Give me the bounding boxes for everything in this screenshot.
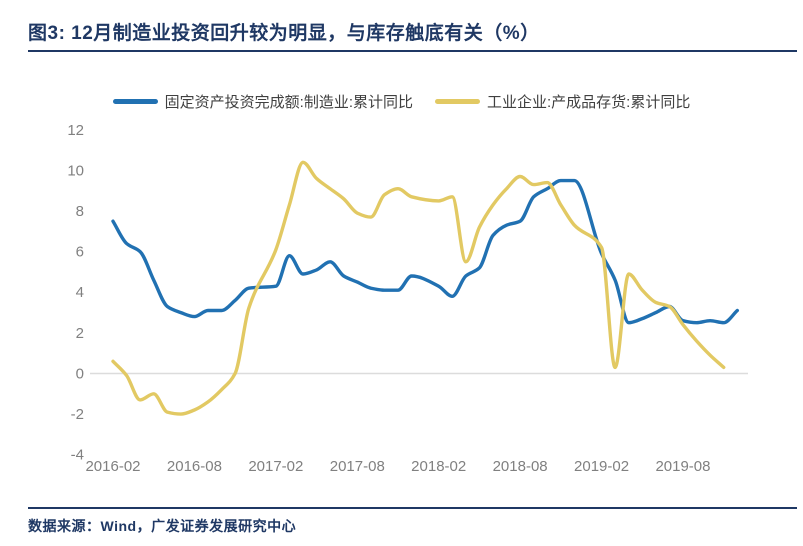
x-tick-label: 2016-02 [85, 458, 140, 475]
legend-swatch-blue-line [112, 99, 158, 104]
y-tick-label: 10 [67, 162, 84, 179]
y-tick-label: 8 [76, 203, 84, 220]
legend-label: 工业企业:产成品存货:累计同比 [487, 94, 691, 111]
y-tick-label: -4 [71, 447, 84, 464]
figure-title: 图3: 12月制造业投资回升较为明显，与库存触底有关（%） [28, 23, 540, 44]
data-source-note: 数据来源：Wind，广发证券发展研究中心 [28, 518, 297, 534]
chart-legend: 固定资产投资完成额:制造业:累计同比 工业企业:产成品存货:累计同比 [0, 91, 803, 112]
footer-divider-line [28, 507, 797, 509]
legend-item-manufacturing-fai: 固定资产投资完成额:制造业:累计同比 [112, 91, 413, 112]
y-tick-label: 2 [76, 325, 84, 342]
x-tick-label: 2018-08 [493, 458, 548, 475]
y-tick-label: 4 [76, 284, 84, 301]
legend-swatch-yellow-line [435, 99, 480, 104]
x-tick-label: 2017-08 [330, 458, 385, 475]
y-tick-label: 12 [67, 122, 84, 139]
legend-label: 固定资产投资完成额:制造业:累计同比 [164, 94, 413, 111]
y-tick-label: 6 [76, 244, 84, 261]
x-tick-label: 2016-08 [167, 458, 222, 475]
x-tick-label: 2017-02 [248, 458, 303, 475]
series-line-finished-goods-inventory [111, 160, 726, 416]
y-tick-label: -2 [71, 406, 84, 423]
x-tick-label: 2019-02 [574, 458, 629, 475]
y-tick-label: 0 [76, 365, 84, 382]
legend-item-finished-goods-inventory: 工业企业:产成品存货:累计同比 [435, 91, 690, 112]
x-tick-label: 2018-02 [411, 458, 466, 475]
title-divider-line [28, 50, 797, 52]
series-line-manufacturing-fai [111, 178, 739, 325]
x-tick-label: 2019-08 [655, 458, 710, 475]
